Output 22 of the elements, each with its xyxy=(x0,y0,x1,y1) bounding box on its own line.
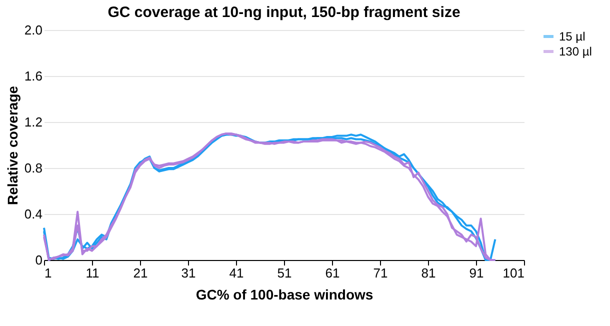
y-tick-label: 0 xyxy=(35,252,42,268)
legend-label: 15 µl xyxy=(559,30,586,44)
x-tick-label: 11 xyxy=(86,266,100,280)
x-tick-label: 81 xyxy=(421,266,436,280)
y-axis-title: Relative coverage xyxy=(4,86,20,206)
y-tick-label: 2.0 xyxy=(24,22,42,38)
y-tick-label: 0.4 xyxy=(24,206,42,222)
y-tick-label: 1.2 xyxy=(24,114,42,130)
x-tick-label: 21 xyxy=(133,266,148,280)
y-tick-label: 1.6 xyxy=(24,68,42,84)
x-axis-title: GC% of 100-base windows xyxy=(196,286,374,302)
x-tick-label: 101 xyxy=(502,266,524,280)
x-tick-label: 61 xyxy=(325,266,340,280)
x-tick-label: 41 xyxy=(229,266,244,280)
x-tick-label: 31 xyxy=(181,266,196,280)
y-tick-label: 0.8 xyxy=(24,160,42,176)
x-tick-label: 71 xyxy=(373,266,388,280)
chart-title: GC coverage at 10-ng input, 150-bp fragment size xyxy=(108,4,460,21)
x-tick-label: 51 xyxy=(277,266,292,280)
x-tick-label: 1 xyxy=(44,266,52,280)
legend-label: 130 µl xyxy=(559,44,592,58)
x-tick-label: 91 xyxy=(469,266,484,280)
